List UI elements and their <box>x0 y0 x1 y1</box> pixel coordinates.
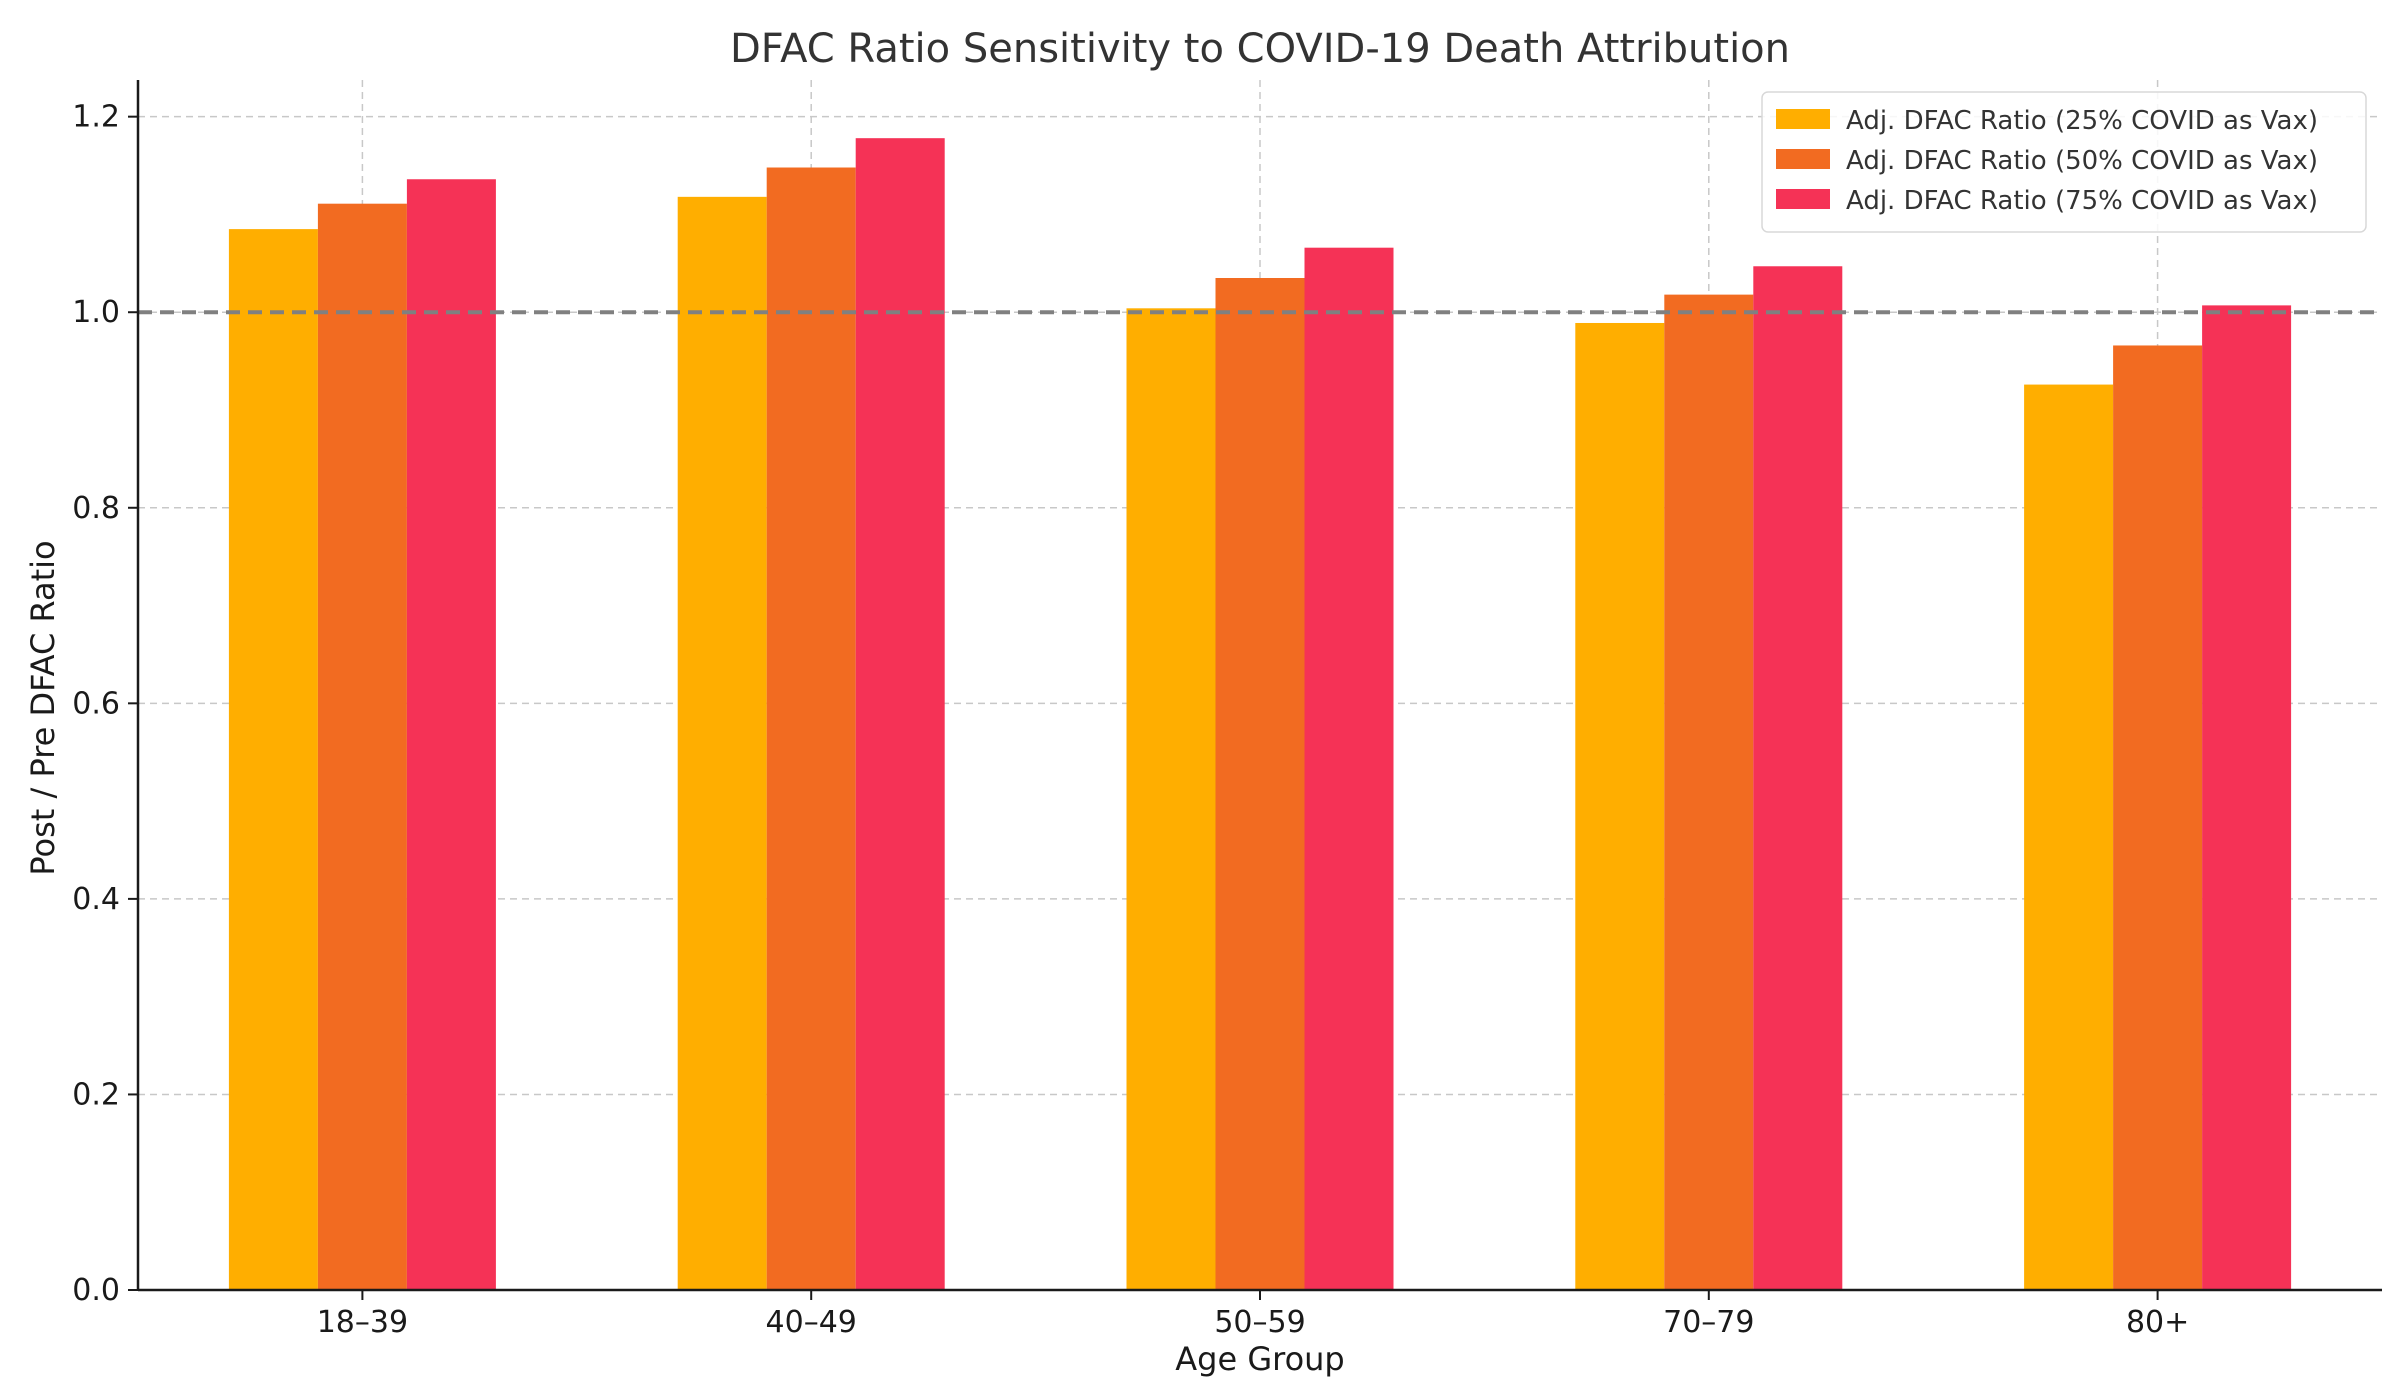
bar-series-1-2 <box>677 196 767 1290</box>
bar-series-1-1 <box>228 229 318 1291</box>
bar-series-3-2 <box>855 138 945 1291</box>
tick-labels: 0.0 0.2 0.4 0.6 0.8 1.0 1.2 18–39 40–49 50–59 70–7… <box>72 100 2189 1340</box>
legend-swatch-2 <box>1776 149 1830 169</box>
bar-series-2-1 <box>317 203 407 1291</box>
legend-label-3: Adj. DFAC Ratio (75% COVID as Vax) <box>1846 186 2318 216</box>
y-tick-label: 0.0 <box>72 1273 120 1308</box>
x-tick-label: 18–39 <box>317 1305 408 1340</box>
legend-label-1: Adj. DFAC Ratio (25% COVID as Vax) <box>1846 106 2318 136</box>
bar-series-2-3 <box>1215 278 1305 1290</box>
bar-series-1-5 <box>2024 384 2114 1291</box>
bar-series-2-2 <box>766 167 856 1290</box>
bar-series-3-3 <box>1304 247 1394 1291</box>
bar-series-2-5 <box>2113 345 2203 1290</box>
legend-box <box>1761 91 2367 233</box>
bar-series-1-4 <box>1575 322 1665 1290</box>
chart-title: DFAC Ratio Sensitivity to COVID-19 Death… <box>730 26 1790 72</box>
legend-label-2: Adj. DFAC Ratio (50% COVID as Vax) <box>1846 146 2318 176</box>
bar-series-1-3 <box>1126 308 1216 1290</box>
axes <box>128 80 2382 1300</box>
x-tick-label: 50–59 <box>1214 1305 1305 1340</box>
y-tick-label: 1.2 <box>72 100 120 135</box>
y-tick-label: 0.2 <box>72 1077 120 1112</box>
bar-series-2-4 <box>1664 294 1754 1291</box>
x-tick-label: 40–49 <box>766 1305 857 1340</box>
bars <box>228 138 2292 1291</box>
bar-series-3-5 <box>2202 305 2292 1290</box>
bar-series-3-1 <box>406 179 496 1291</box>
y-tick-label: 0.6 <box>72 686 120 721</box>
legend-swatch-3 <box>1776 189 1830 209</box>
bar-series-3-4 <box>1753 266 1843 1290</box>
x-axis-label: Age Group <box>1175 1340 1344 1378</box>
x-tick-label: 70–79 <box>1663 1305 1754 1340</box>
legend-swatch-1 <box>1776 109 1830 129</box>
y-tick-label: 1.0 <box>72 295 120 330</box>
y-tick-label: 0.8 <box>72 491 120 526</box>
y-axis-label: Post / Pre DFAC Ratio <box>24 540 62 875</box>
y-tick-label: 0.4 <box>72 882 120 917</box>
x-tick-label: 80+ <box>2126 1305 2189 1340</box>
legend: Adj. DFAC Ratio (25% COVID as Vax) Adj. D… <box>1761 91 2367 233</box>
